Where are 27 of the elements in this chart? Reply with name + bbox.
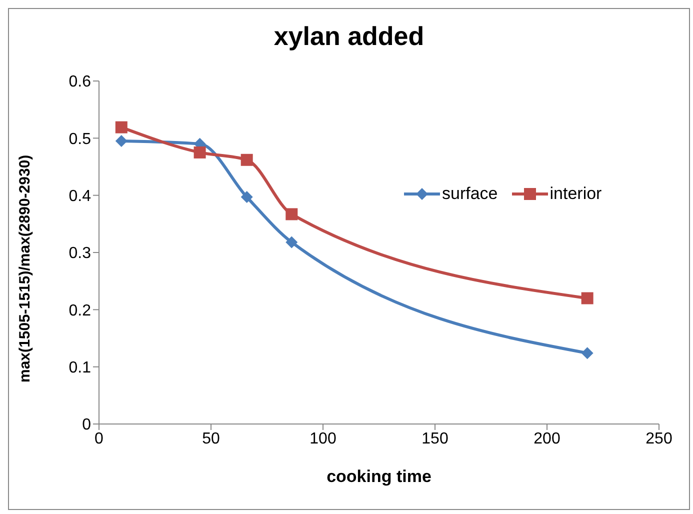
x-tick-label: 150 bbox=[422, 430, 448, 448]
point bbox=[581, 347, 594, 360]
point bbox=[240, 154, 253, 166]
point bbox=[286, 236, 298, 248]
y-axis-title: max(1505-1515)/max(2890-2930) bbox=[16, 154, 34, 382]
y-tick-label: 0 bbox=[82, 416, 92, 434]
x-tick-label: 200 bbox=[534, 430, 560, 448]
chart-title: xylan added bbox=[272, 21, 426, 52]
y-tick-label: 0.5 bbox=[68, 130, 92, 148]
x-tick-label: 100 bbox=[310, 430, 336, 448]
legend-label: surface bbox=[442, 184, 498, 204]
point bbox=[581, 292, 594, 304]
x-tick-label: 250 bbox=[646, 430, 672, 448]
y-tick-label: 0.1 bbox=[68, 360, 92, 377]
point bbox=[240, 191, 253, 204]
y-tick-label: 0.6 bbox=[68, 74, 92, 91]
point bbox=[286, 208, 298, 220]
legend-label: interior bbox=[550, 184, 602, 204]
point bbox=[115, 135, 128, 148]
y-tick-label: 0.3 bbox=[68, 245, 92, 262]
point bbox=[194, 146, 206, 158]
point bbox=[115, 121, 128, 134]
x-tick-label: 0 bbox=[94, 430, 104, 448]
x-axis-title: cooking time bbox=[326, 467, 432, 486]
y-tick-label: 0.2 bbox=[68, 302, 92, 320]
x-tick-label: 50 bbox=[202, 430, 220, 448]
y-tick-label: 0.4 bbox=[68, 188, 92, 206]
